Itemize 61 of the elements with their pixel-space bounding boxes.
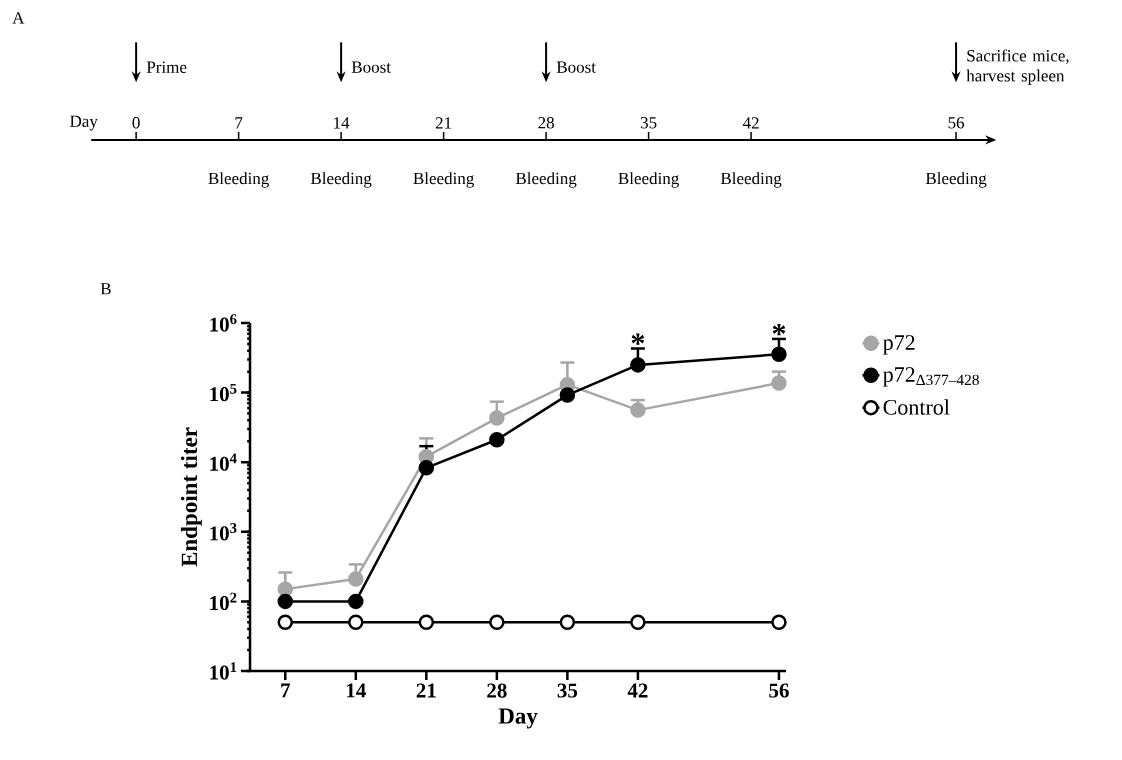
annotation: * xyxy=(772,323,786,336)
text: A xyxy=(12,12,25,24)
text: Prime xyxy=(146,61,187,73)
text: Bleeding xyxy=(515,172,577,188)
text: Bleeding xyxy=(310,172,372,188)
point xyxy=(630,402,646,418)
category-label: 28 xyxy=(538,116,554,129)
text: Boost xyxy=(351,61,391,73)
category-label: 14 xyxy=(334,117,350,129)
y-tick-label: 10$^{1}$ xyxy=(210,662,237,680)
x-tick-label: 21 xyxy=(416,683,436,698)
text: B xyxy=(100,283,111,295)
x-tick-label: 7 xyxy=(281,683,291,698)
point xyxy=(489,614,505,631)
y-tick-label: 10$^{6}$ xyxy=(210,314,237,332)
point xyxy=(277,593,294,610)
point xyxy=(771,346,787,363)
x-tick-label: 14 xyxy=(346,683,366,698)
point xyxy=(771,614,787,631)
point xyxy=(489,410,505,426)
text: Sacrifice mice, harvest spleen xyxy=(966,49,1069,85)
point xyxy=(630,357,646,373)
legend-label: p72 xyxy=(883,335,915,355)
x-tick-label: 35 xyxy=(557,683,578,698)
y-tick-label: 10$^{5}$ xyxy=(210,383,237,402)
y-axis-title: Endpoint titer xyxy=(180,427,202,567)
category-label: 42 xyxy=(742,117,759,129)
category-label: 35 xyxy=(640,117,657,129)
x-axis-title: Day xyxy=(498,708,538,729)
text: Bleeding xyxy=(413,172,474,188)
legend-label: p72$_{Δ377–428}$ xyxy=(883,367,979,387)
legend-label: Control xyxy=(883,399,950,415)
y-tick-label: 10$^{3}$ xyxy=(210,523,237,541)
point xyxy=(348,614,364,631)
x-tick-label: 28 xyxy=(487,683,507,698)
point xyxy=(277,614,294,631)
text: Bleeding xyxy=(618,172,679,188)
category-label: 7 xyxy=(235,117,243,129)
annotation: * xyxy=(631,333,645,345)
point xyxy=(277,581,294,597)
point xyxy=(418,614,435,631)
text: Bleeding xyxy=(925,172,987,188)
point xyxy=(559,614,576,631)
text: Boost xyxy=(556,61,596,73)
x-tick-label: 56 xyxy=(769,683,789,698)
category-label: 21 xyxy=(435,117,452,129)
point xyxy=(489,432,505,448)
point xyxy=(559,387,576,403)
point xyxy=(348,571,364,587)
category-label: 0 xyxy=(132,116,140,129)
x-tick-label: 42 xyxy=(627,683,648,698)
y-tick-label: 10$^{2}$ xyxy=(210,592,237,611)
text: Bleeding xyxy=(208,172,269,188)
text: Day xyxy=(70,115,98,131)
point xyxy=(348,593,364,610)
text: Bleeding xyxy=(720,172,782,188)
point xyxy=(418,460,435,476)
category-label: 56 xyxy=(948,117,965,129)
point xyxy=(771,375,787,391)
point xyxy=(630,614,646,631)
y-tick-label: 10$^{4}$ xyxy=(210,453,237,471)
